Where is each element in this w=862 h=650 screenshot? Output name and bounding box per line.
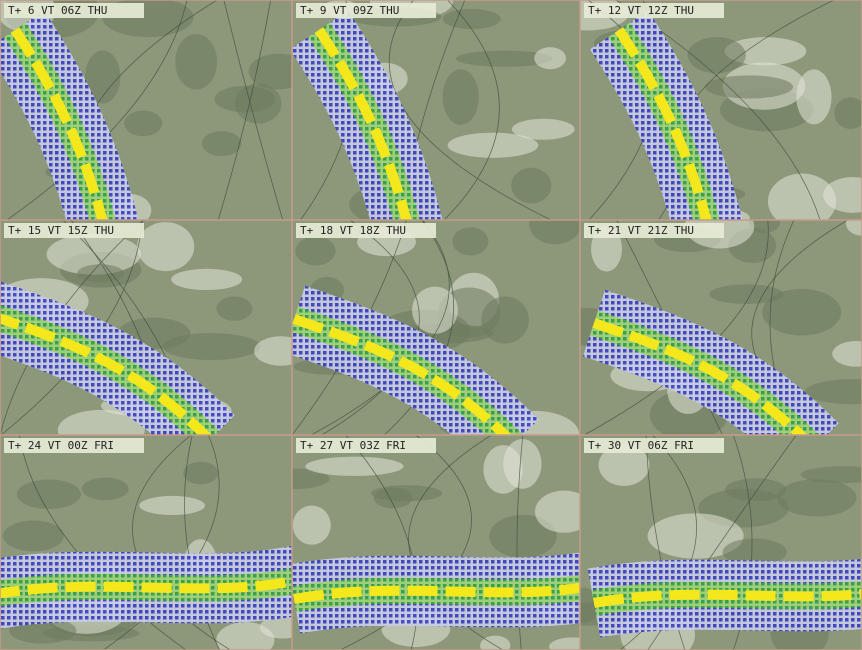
terrain-shade [371, 485, 442, 501]
panel-label: T+ 21 VT 21Z THU [588, 224, 694, 237]
terrain-shade [295, 236, 335, 265]
terrain-shade [511, 168, 551, 204]
terrain-shade [77, 264, 124, 282]
panel-label: T+ 18 VT 18Z THU [300, 224, 406, 237]
panel-label: T+ 27 VT 03Z FRI [300, 439, 406, 452]
terrain-shade [171, 269, 242, 290]
map-panel: T+ 9 VT 09Z THU [292, 0, 580, 230]
precip-band [0, 580, 300, 595]
terrain-shade [3, 520, 64, 551]
terrain-shade [202, 131, 242, 156]
terrain-shade [124, 110, 162, 136]
terrain-shade [443, 9, 501, 29]
terrain-shade [17, 479, 81, 509]
terrain-shade [293, 506, 331, 545]
terrain-shade [214, 86, 275, 113]
terrain-shade [216, 296, 252, 320]
map-panel: T+ 27 VT 03Z FRI [256, 435, 604, 650]
precip-band [594, 588, 862, 603]
terrain-shade [452, 227, 488, 255]
terrain-shade [725, 478, 786, 501]
terrain-shade [175, 34, 217, 89]
terrain-shade [183, 462, 218, 484]
map-panel: T+ 21 VT 21Z THU [558, 204, 862, 448]
terrain-shade [137, 222, 194, 271]
terrain-shade [443, 69, 479, 125]
terrain-shade [534, 47, 566, 69]
map-panel: T+ 18 VT 18Z THU [292, 204, 581, 457]
terrain-shade [688, 37, 746, 73]
map-panel: T+ 15 VT 15Z THU [0, 220, 307, 450]
map-panel: T+ 12 VT 12Z THU [547, 0, 862, 230]
panel-label: T+ 30 VT 06Z FRI [588, 439, 694, 452]
terrain-shade [139, 496, 205, 515]
terrain-shade [305, 457, 403, 476]
panel-label: T+ 6 VT 06Z THU [8, 4, 107, 17]
terrain-shade [483, 445, 522, 494]
map-panel: T+ 30 VT 06Z FRI [540, 435, 862, 650]
terrain-shade [705, 75, 793, 98]
panel-label: T+ 12 VT 12Z THU [588, 4, 694, 17]
panel-label: T+ 24 VT 00Z FRI [8, 439, 114, 452]
precip-band [294, 584, 604, 599]
forecast-map-grid: T+ 6 VT 06Z THU T+ 9 VT 09Z THU T+ 12 VT 1… [0, 0, 862, 650]
map-panel: T+ 24 VT 00Z FRI [0, 435, 306, 650]
map-panel: T+ 6 VT 06Z THU [0, 0, 309, 230]
panel-label: T+ 9 VT 09Z THU [300, 4, 399, 17]
terrain-shade [777, 479, 856, 516]
terrain-shade [82, 478, 129, 501]
panel-label: T+ 15 VT 15Z THU [8, 224, 114, 237]
